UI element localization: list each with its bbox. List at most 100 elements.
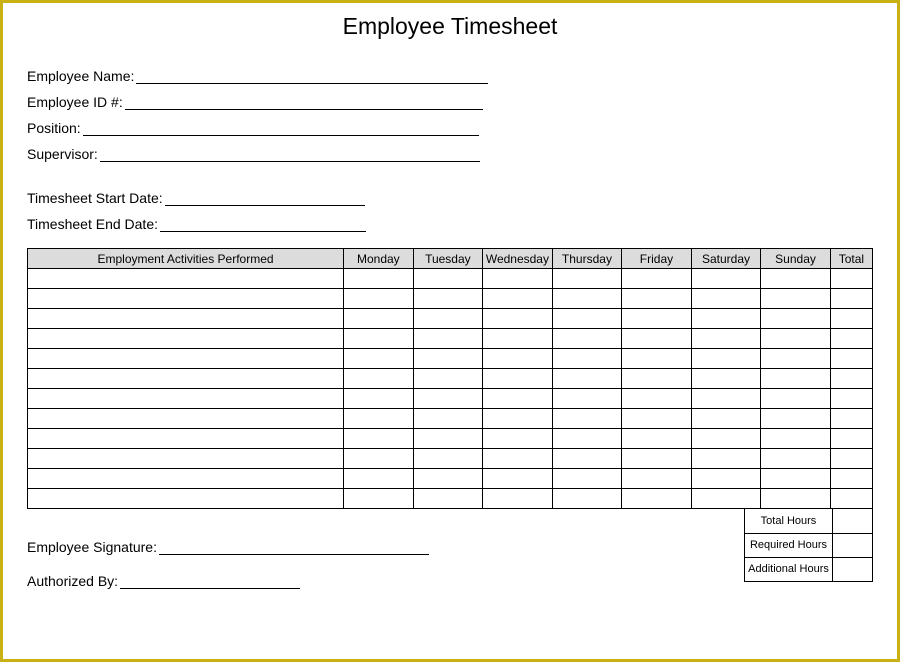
table-cell[interactable]: [830, 269, 872, 289]
table-cell[interactable]: [344, 309, 414, 329]
table-cell[interactable]: [344, 369, 414, 389]
table-cell[interactable]: [28, 309, 344, 329]
table-cell[interactable]: [552, 449, 622, 469]
table-cell[interactable]: [622, 429, 692, 449]
table-cell[interactable]: [413, 469, 483, 489]
table-cell[interactable]: [344, 329, 414, 349]
table-cell[interactable]: [761, 409, 831, 429]
table-cell[interactable]: [691, 309, 761, 329]
table-cell[interactable]: [691, 289, 761, 309]
line-position[interactable]: [83, 122, 479, 136]
table-cell[interactable]: [28, 369, 344, 389]
table-cell[interactable]: [344, 269, 414, 289]
table-cell[interactable]: [552, 329, 622, 349]
table-cell[interactable]: [413, 329, 483, 349]
table-cell[interactable]: [344, 429, 414, 449]
table-cell[interactable]: [622, 489, 692, 509]
line-authorized-by[interactable]: [120, 575, 300, 589]
table-cell[interactable]: [622, 289, 692, 309]
table-cell[interactable]: [552, 369, 622, 389]
table-cell[interactable]: [344, 349, 414, 369]
table-cell[interactable]: [552, 469, 622, 489]
table-cell[interactable]: [28, 389, 344, 409]
summary-value[interactable]: [833, 509, 873, 533]
table-cell[interactable]: [830, 469, 872, 489]
table-cell[interactable]: [28, 289, 344, 309]
table-cell[interactable]: [28, 429, 344, 449]
table-cell[interactable]: [622, 309, 692, 329]
table-cell[interactable]: [691, 489, 761, 509]
table-cell[interactable]: [761, 329, 831, 349]
table-cell[interactable]: [830, 409, 872, 429]
table-cell[interactable]: [483, 449, 553, 469]
table-cell[interactable]: [761, 449, 831, 469]
table-cell[interactable]: [552, 269, 622, 289]
table-cell[interactable]: [28, 469, 344, 489]
table-cell[interactable]: [691, 409, 761, 429]
summary-value[interactable]: [833, 533, 873, 557]
table-cell[interactable]: [830, 489, 872, 509]
table-cell[interactable]: [413, 389, 483, 409]
table-cell[interactable]: [413, 269, 483, 289]
table-cell[interactable]: [413, 429, 483, 449]
table-cell[interactable]: [761, 269, 831, 289]
table-cell[interactable]: [622, 269, 692, 289]
table-cell[interactable]: [483, 409, 553, 429]
table-cell[interactable]: [761, 469, 831, 489]
table-cell[interactable]: [413, 309, 483, 329]
table-cell[interactable]: [691, 329, 761, 349]
table-cell[interactable]: [413, 369, 483, 389]
table-cell[interactable]: [483, 309, 553, 329]
table-cell[interactable]: [691, 449, 761, 469]
table-cell[interactable]: [552, 309, 622, 329]
table-cell[interactable]: [483, 369, 553, 389]
table-cell[interactable]: [28, 269, 344, 289]
table-cell[interactable]: [552, 289, 622, 309]
table-cell[interactable]: [761, 349, 831, 369]
table-cell[interactable]: [830, 289, 872, 309]
table-cell[interactable]: [761, 369, 831, 389]
table-cell[interactable]: [761, 289, 831, 309]
line-start-date[interactable]: [165, 192, 365, 206]
table-cell[interactable]: [413, 409, 483, 429]
table-cell[interactable]: [830, 369, 872, 389]
table-cell[interactable]: [552, 349, 622, 369]
table-cell[interactable]: [761, 429, 831, 449]
table-cell[interactable]: [622, 449, 692, 469]
line-employee-name[interactable]: [136, 70, 488, 84]
table-cell[interactable]: [28, 489, 344, 509]
table-cell[interactable]: [483, 469, 553, 489]
table-cell[interactable]: [28, 329, 344, 349]
table-cell[interactable]: [622, 409, 692, 429]
table-cell[interactable]: [344, 449, 414, 469]
table-cell[interactable]: [413, 289, 483, 309]
table-cell[interactable]: [691, 349, 761, 369]
table-cell[interactable]: [483, 269, 553, 289]
table-cell[interactable]: [483, 489, 553, 509]
table-cell[interactable]: [552, 429, 622, 449]
table-cell[interactable]: [413, 449, 483, 469]
line-employee-signature[interactable]: [159, 541, 429, 555]
table-cell[interactable]: [28, 449, 344, 469]
table-cell[interactable]: [622, 369, 692, 389]
table-cell[interactable]: [28, 409, 344, 429]
table-cell[interactable]: [830, 349, 872, 369]
table-cell[interactable]: [691, 269, 761, 289]
table-cell[interactable]: [830, 429, 872, 449]
table-cell[interactable]: [691, 389, 761, 409]
table-cell[interactable]: [622, 469, 692, 489]
table-cell[interactable]: [830, 309, 872, 329]
table-cell[interactable]: [622, 349, 692, 369]
table-cell[interactable]: [344, 289, 414, 309]
table-cell[interactable]: [830, 449, 872, 469]
table-cell[interactable]: [483, 289, 553, 309]
table-cell[interactable]: [552, 489, 622, 509]
table-cell[interactable]: [830, 389, 872, 409]
table-cell[interactable]: [413, 489, 483, 509]
table-cell[interactable]: [691, 469, 761, 489]
summary-value[interactable]: [833, 557, 873, 581]
table-cell[interactable]: [483, 429, 553, 449]
table-cell[interactable]: [622, 389, 692, 409]
line-supervisor[interactable]: [100, 148, 480, 162]
table-cell[interactable]: [761, 489, 831, 509]
